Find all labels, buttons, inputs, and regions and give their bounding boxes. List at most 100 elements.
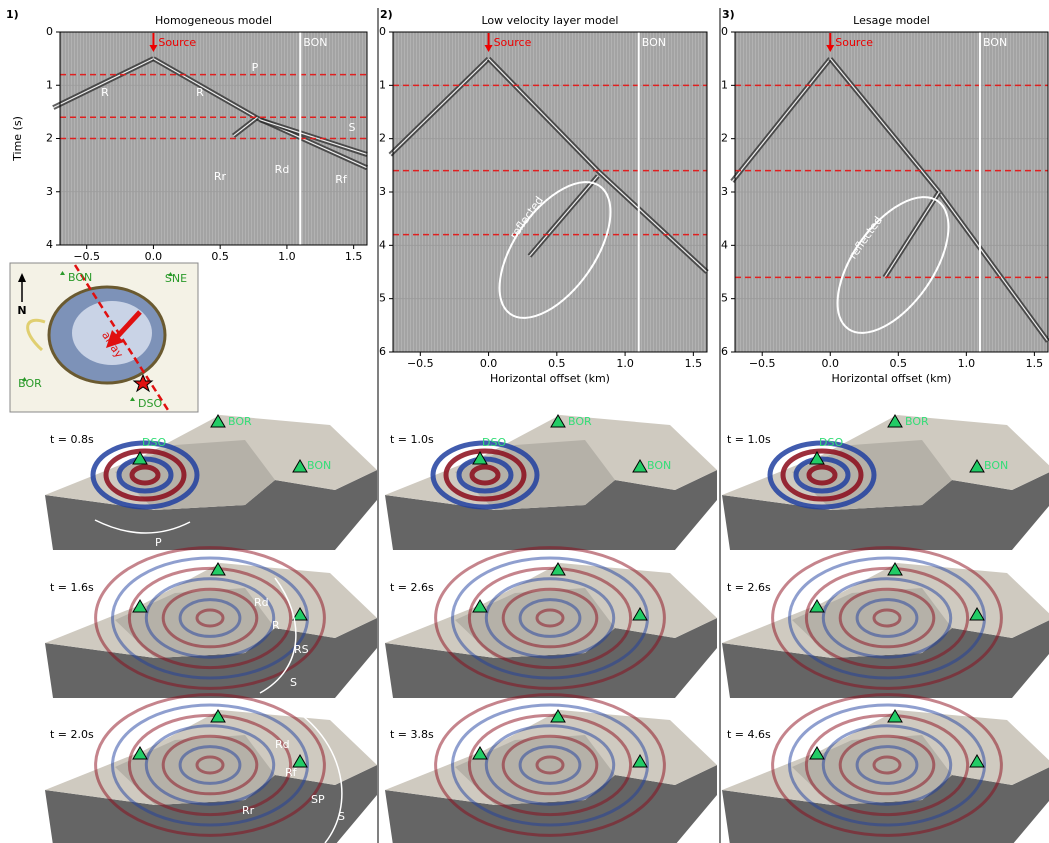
station-marker <box>887 562 903 576</box>
map-station-label: BON <box>68 271 92 284</box>
x-tick-label: 1.5 <box>1026 357 1044 370</box>
y-tick-label: 3 <box>721 185 728 198</box>
wave-annotation: S <box>338 810 345 823</box>
station-label: BON <box>303 36 327 49</box>
station-marker <box>632 459 648 473</box>
time-label: t = 3.8s <box>390 728 434 741</box>
y-tick-label: 0 <box>46 25 53 38</box>
x-tick-label: 0.0 <box>480 357 498 370</box>
wave-ring <box>484 724 616 806</box>
snapshot: t = 2.6s <box>722 546 1049 698</box>
crater-wall <box>792 588 952 658</box>
wave-ring <box>94 693 326 837</box>
y-axis-label: Time (s) <box>11 116 24 162</box>
map-station <box>22 377 27 381</box>
wave-ring <box>518 745 582 785</box>
station-marker <box>292 754 308 768</box>
map-station-label: BOR <box>18 377 42 390</box>
snapshot: t = 3.8s <box>385 693 717 843</box>
station-marker <box>132 746 148 760</box>
station-label: DSO <box>142 436 166 449</box>
wave-ring <box>788 556 986 680</box>
station-label: DSO <box>482 436 506 449</box>
plot-frame <box>392 31 708 353</box>
model-body <box>722 620 1049 698</box>
station-marker <box>632 754 648 768</box>
station-label: BON <box>984 459 1008 472</box>
x-tick-label: 0.0 <box>145 250 163 263</box>
station-label: BON <box>642 36 666 49</box>
y-tick-label: 1 <box>721 78 728 91</box>
wave-ring <box>793 456 851 494</box>
wavefront-core <box>233 116 258 137</box>
map-station-label: SNE <box>165 272 187 285</box>
y-tick-label: 4 <box>721 238 728 251</box>
source-star <box>132 373 154 393</box>
model-body <box>385 470 717 550</box>
wave-ring <box>771 546 1003 690</box>
array-line <box>73 264 170 411</box>
wave-ring <box>821 577 953 659</box>
crater-wall <box>115 588 275 658</box>
station-marker <box>210 709 226 723</box>
model-body <box>722 472 1049 550</box>
y-tick-label: 5 <box>721 292 728 305</box>
wave-ring <box>111 556 309 680</box>
station-marker <box>210 414 226 428</box>
map-station <box>130 397 135 401</box>
time-label: t = 0.8s <box>50 433 94 446</box>
plot-frame <box>59 31 368 246</box>
caldera-rim <box>26 318 46 352</box>
wave-ring <box>178 745 242 785</box>
x-tick-label: −0.5 <box>407 357 434 370</box>
time-label: t = 1.0s <box>727 433 771 446</box>
wave-ring <box>855 745 919 785</box>
station-label: BON <box>983 36 1007 49</box>
wave-ring <box>434 693 666 837</box>
snapshot: t = 2.0s Rd Rf SP S Rr <box>45 693 377 843</box>
y-tick-label: 6 <box>721 345 728 358</box>
station-marker <box>292 459 308 473</box>
wavefront-core <box>260 119 368 156</box>
wave-annotation: Rr <box>242 804 255 817</box>
wave-ring <box>434 546 666 690</box>
panel-title: Lesage model <box>853 14 930 27</box>
wave-ring <box>771 693 1003 837</box>
wave-ring <box>872 755 902 775</box>
wave-ring <box>90 440 200 510</box>
wave-ring <box>161 734 259 796</box>
model-body <box>45 470 377 550</box>
station-marker <box>809 599 825 613</box>
y-tick-label: 0 <box>379 25 386 38</box>
wave-annotation: Rd <box>254 596 269 609</box>
x-tick-label: 1.0 <box>616 357 634 370</box>
x-tick-label: 1.0 <box>958 357 976 370</box>
wave-ring <box>484 577 616 659</box>
wave-ring <box>855 598 919 638</box>
wave-annotation: R <box>272 619 280 632</box>
wave-ring <box>127 566 293 670</box>
wave-ring <box>838 734 936 796</box>
y-tick-label: 2 <box>379 132 386 145</box>
y-tick-label: 4 <box>46 238 53 251</box>
wave-ring <box>872 608 902 628</box>
time-label: t = 1.0s <box>390 433 434 446</box>
y-tick-label: 0 <box>721 25 728 38</box>
y-tick-label: 2 <box>721 132 728 145</box>
crater-wall <box>792 735 952 805</box>
snapshot: t = 4.6s <box>722 693 1049 843</box>
plot-frame <box>734 31 1049 353</box>
station-marker <box>132 451 148 465</box>
snapshot: t = 2.6s <box>385 546 717 698</box>
station-marker <box>550 709 566 723</box>
station-marker <box>210 562 226 576</box>
wavefront-core <box>53 58 154 109</box>
wave-ring <box>767 440 877 510</box>
station-marker <box>632 607 648 621</box>
wave-ring <box>178 598 242 638</box>
snapshot: t = 0.8s DSO BOR BON P <box>45 414 377 550</box>
x-tick-label: −0.5 <box>73 250 100 263</box>
source-label: Source <box>158 36 196 49</box>
panel-label: 2) <box>380 8 393 21</box>
station-marker <box>809 451 825 465</box>
